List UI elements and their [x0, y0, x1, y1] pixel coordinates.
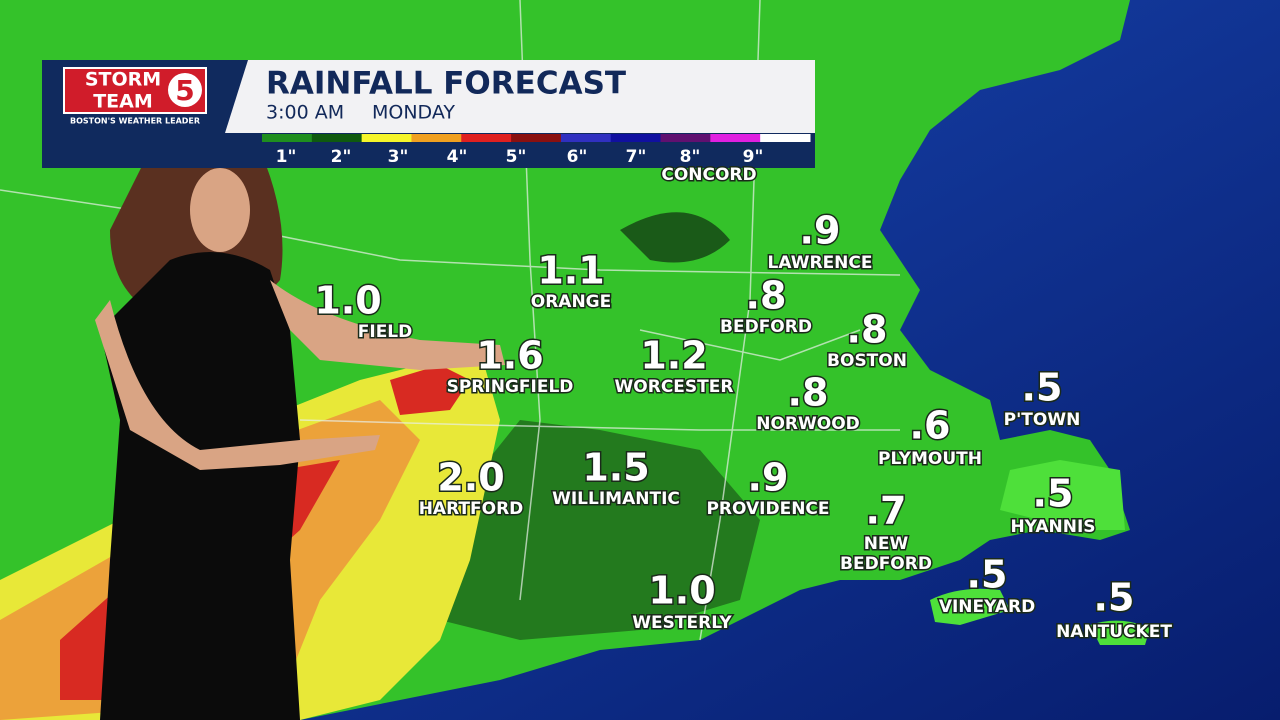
legend-swatch	[361, 134, 412, 142]
city-name: CONCORD	[661, 165, 756, 185]
city-name: BEDFORD	[840, 554, 932, 574]
legend-swatch	[262, 134, 313, 142]
city-name: PROVIDENCE	[706, 499, 829, 519]
legend-swatch	[660, 134, 711, 142]
presenter	[95, 130, 505, 720]
legend-swatch	[311, 134, 363, 142]
legend-swatch	[461, 134, 512, 142]
city-name: PLYMOUTH	[878, 449, 982, 469]
legend-label: 4"	[447, 147, 468, 167]
rain-total: 1.6	[476, 334, 543, 378]
legend-label: 3"	[388, 147, 409, 167]
legend-label: 8"	[680, 147, 701, 167]
legend-swatch	[710, 134, 761, 142]
city-name: WORCESTER	[615, 377, 734, 397]
city-name: BEDFORD	[720, 317, 812, 337]
legend-swatch	[760, 134, 811, 142]
city-name: BOSTON	[827, 351, 907, 371]
title: RAINFALL FORECAST	[266, 66, 626, 102]
legend-label: 7"	[626, 147, 647, 167]
city-name: WESTERLY	[632, 613, 732, 633]
rain-total: 1.5	[582, 446, 649, 490]
rain-total: 2.0	[437, 456, 504, 500]
legend-label: 2"	[331, 147, 352, 167]
rain-total: .5	[1094, 576, 1135, 620]
rain-total: 1.2	[640, 334, 707, 378]
legend-swatch	[511, 134, 562, 142]
logo-number: 5	[175, 74, 194, 107]
city-name: LAWRENCE	[768, 253, 873, 273]
rain-total: 1.0	[648, 569, 715, 613]
nantucket-island	[1090, 620, 1150, 645]
legend-swatch	[560, 134, 612, 142]
heavier-rain-area	[620, 212, 730, 263]
rain-total: .7	[866, 489, 907, 533]
legend-label: 5"	[506, 147, 527, 167]
rain-total: .8	[788, 371, 829, 415]
city-name: HARTFORD	[419, 499, 524, 519]
legend: 1" 2" 3" 4" 5" 6" 7" 8" 9"	[262, 134, 811, 167]
city-name: NANTUCKET	[1056, 622, 1172, 642]
rain-total: .8	[847, 308, 888, 352]
rain-total: .6	[910, 404, 951, 448]
rain-total: .9	[800, 209, 841, 253]
legend-swatch	[411, 134, 462, 142]
rain-total: 1.0	[314, 279, 381, 323]
rain-total: .5	[1033, 472, 1074, 516]
legend-label: 6"	[567, 147, 588, 167]
cape-cod	[1000, 460, 1125, 530]
city-name: P'TOWN	[1004, 410, 1081, 430]
rain-total: .9	[748, 456, 789, 500]
city-name: VINEYARD	[939, 597, 1035, 617]
city-name: HYANNIS	[1010, 517, 1095, 537]
logo-tagline: BOSTON'S WEATHER LEADER	[70, 117, 200, 126]
heavier-rain-area	[440, 420, 760, 640]
rain-total: .8	[746, 274, 787, 318]
marthas-vineyard	[930, 588, 1010, 625]
legend-label: 9"	[743, 147, 764, 167]
city-name: NEW	[864, 534, 909, 554]
logo-line: TEAM	[93, 91, 153, 113]
time: 3:00 AM	[266, 102, 344, 124]
city-labels: CONCORD.9LAWRENCE1.1ORANGE1.0FIELD.8BEDF…	[313, 164, 1174, 644]
logo-line: STORM	[85, 69, 161, 91]
city-name: ORANGE	[531, 292, 612, 312]
city-name: NORWOOD	[756, 414, 860, 434]
city-name: FIELD	[358, 322, 413, 342]
header-panel: STORM TEAM 5 BOSTON'S WEATHER LEADER RAI…	[42, 60, 815, 168]
day: MONDAY	[372, 102, 455, 124]
city-name: SPRINGFIELD	[447, 377, 574, 397]
rain-total: 1.1	[537, 249, 604, 293]
rain-zone-red	[390, 365, 470, 415]
legend-label: 1"	[276, 147, 297, 167]
city-name: WILLIMANTIC	[552, 489, 680, 509]
rain-total: .5	[967, 553, 1008, 597]
rain-total: .5	[1022, 366, 1063, 410]
legend-swatch	[610, 134, 662, 142]
